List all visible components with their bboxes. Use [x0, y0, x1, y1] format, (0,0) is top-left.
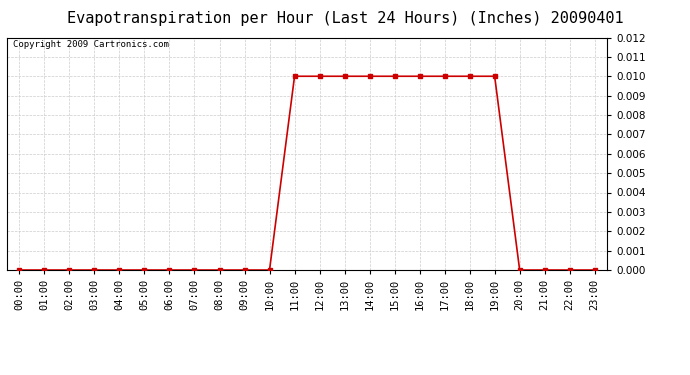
- Text: Evapotranspiration per Hour (Last 24 Hours) (Inches) 20090401: Evapotranspiration per Hour (Last 24 Hou…: [67, 11, 623, 26]
- Text: Copyright 2009 Cartronics.com: Copyright 2009 Cartronics.com: [13, 40, 169, 49]
